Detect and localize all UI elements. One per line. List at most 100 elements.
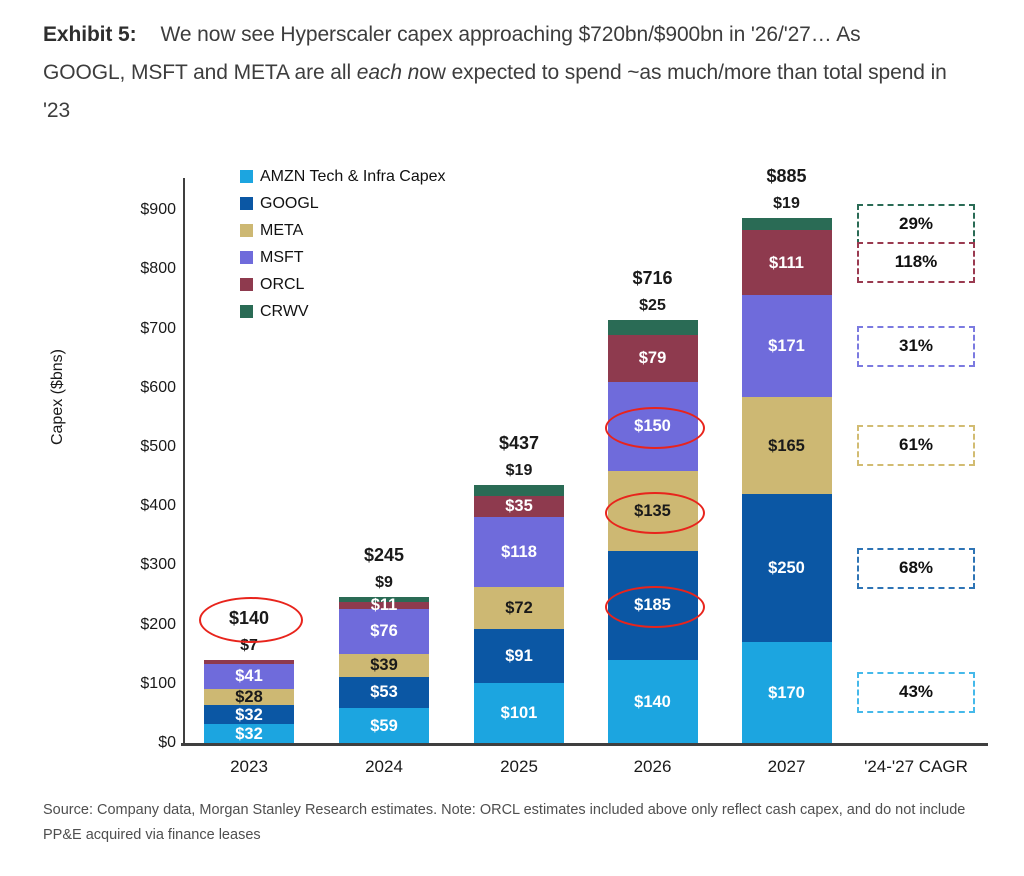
- exhibit-number: Exhibit 5:: [43, 23, 137, 46]
- bar-2023-segment-GOOGL: [204, 705, 294, 725]
- segment-label-2023-META: $28: [235, 687, 263, 706]
- legend-swatch-GOOGL: [240, 197, 253, 210]
- segment-label-2024-GOOGL: $53: [370, 683, 398, 702]
- legend-label-AMZN: AMZN Tech & Infra Capex: [260, 167, 446, 185]
- segment-label-2027-AMZN: $170: [768, 683, 805, 702]
- segment-label-2025-GOOGL: $91: [505, 647, 533, 666]
- y-axis-line: [183, 178, 185, 744]
- legend-item-ORCL: ORCL: [240, 271, 446, 298]
- cagr-box-CRWV: 29%: [857, 203, 975, 245]
- legend-item-AMZN: AMZN Tech & Infra Capex: [240, 163, 446, 190]
- bar-2027-segment-ORCL: [741, 229, 832, 296]
- y-tick-700: $700: [140, 319, 176, 337]
- bar-2026-segment-ORCL: [607, 335, 698, 382]
- bar-2024-segment-AMZN: [339, 708, 429, 743]
- segment-label-2027-GOOGL: $250: [768, 559, 805, 578]
- bar-2025-segment-MSFT: [474, 516, 564, 587]
- legend-swatch-ORCL: [240, 278, 253, 291]
- bar-2023-segment-AMZN: [204, 724, 294, 743]
- bar-2023-segment-ORCL: [204, 660, 294, 665]
- segment-label-2024-AMZN: $59: [370, 716, 398, 735]
- y-tick-500: $500: [140, 438, 176, 455]
- above-bar-label-2024: $9: [375, 573, 393, 591]
- bar-2024-segment-CRWV: [339, 596, 429, 603]
- y-tick-400: $400: [140, 497, 176, 515]
- total-label-2026: $716: [632, 268, 673, 289]
- x-axis-label-2024: 2024: [365, 757, 403, 776]
- legend-item-CRWV: CRWV: [240, 298, 446, 325]
- segment-label-2027-META: $165: [768, 436, 805, 455]
- total-label-2025: $437: [498, 432, 540, 453]
- bar-2027-segment-GOOGL: [741, 494, 832, 643]
- title-text-after: ow expected to spend ~as much/more than …: [43, 61, 947, 122]
- segment-label-2023-MSFT: $41: [235, 667, 263, 686]
- cagr-box-MSFT: 31%: [857, 325, 975, 367]
- bar-2027-segment-CRWV: [741, 218, 832, 230]
- bar-2026-segment-AMZN: [607, 660, 698, 743]
- legend-item-META: META: [240, 217, 446, 244]
- legend-label-CRWV: CRWV: [260, 302, 309, 320]
- total-label-2027: $885: [766, 166, 807, 187]
- bar-2026-segment-CRWV: [607, 320, 698, 336]
- above-bar-label-2027: $19: [773, 195, 800, 213]
- x-axis-label-2025: 2025: [500, 757, 538, 776]
- legend-label-ORCL: ORCL: [260, 275, 305, 293]
- bar-2023-segment-META: [204, 688, 294, 706]
- annotation-ellipse-2026-META: [604, 491, 705, 534]
- segment-label-2024-ORCL: $11: [370, 596, 398, 615]
- annotation-ellipse-2026-GOOGL: [604, 586, 705, 629]
- segment-label-2023-GOOGL: $32: [235, 705, 263, 724]
- bar-2027-segment-MSFT: [741, 295, 832, 397]
- annotation-ellipse-total-2023: [199, 597, 303, 644]
- legend-swatch-MSFT: [240, 251, 253, 264]
- cagr-box-GOOGL: 68%: [857, 547, 975, 589]
- exhibit-title: Exhibit 5: We now see Hyperscaler capex a…: [43, 16, 947, 130]
- segment-label-2025-META: $72: [505, 599, 533, 618]
- y-axis-title: Capex ($bns): [49, 348, 66, 446]
- y-tick-900: $900: [140, 201, 176, 219]
- segment-label-2025-AMZN: $101: [500, 704, 538, 723]
- bar-2024-segment-GOOGL: [339, 676, 429, 709]
- annotation-ellipse-2026-MSFT: [604, 407, 705, 450]
- bar-2025-segment-META: [474, 586, 564, 630]
- above-bar-label-2026: $25: [639, 297, 666, 315]
- bar-2025-segment-GOOGL: [474, 629, 564, 684]
- title-text-before: We now see Hyperscaler capex approaching…: [43, 23, 861, 84]
- x-axis-label-cagr: '24-'27 CAGR: [864, 757, 968, 776]
- bar-2024-segment-META: [339, 653, 429, 677]
- bar-2025-segment-AMZN: [474, 683, 564, 743]
- bar-2027-segment-META: [741, 396, 832, 495]
- segment-label-2025-ORCL: $35: [505, 497, 533, 516]
- legend-swatch-CRWV: [240, 305, 253, 318]
- legend-swatch-META: [240, 224, 253, 237]
- x-axis-label-2026: 2026: [633, 757, 672, 776]
- total-label-2024: $245: [363, 544, 405, 565]
- segment-label-2024-META: $39: [370, 656, 398, 675]
- cagr-box-AMZN: 43%: [857, 672, 975, 714]
- source-note: Source: Company data, Morgan Stanley Res…: [43, 802, 966, 843]
- chart-legend: AMZN Tech & Infra Capex GOOGL META MSFT ORCL…: [240, 163, 446, 325]
- legend-label-GOOGL: GOOGL: [260, 194, 319, 212]
- title-text-italic: each n: [356, 61, 420, 84]
- segment-label-2023-AMZN: $32: [235, 724, 263, 743]
- segment-label-2025-MSFT: $118: [501, 542, 537, 561]
- segment-label-2027-ORCL: $111: [769, 253, 804, 272]
- bar-2024-segment-MSFT: [339, 608, 429, 654]
- segment-label-2026-AMZN: $140: [634, 692, 671, 711]
- y-tick-800: $800: [140, 260, 176, 278]
- bar-2025-segment-ORCL: [474, 496, 564, 517]
- y-tick-0: $0: [158, 734, 176, 751]
- bar-2025-segment-CRWV: [474, 484, 564, 497]
- legend-item-MSFT: MSFT: [240, 244, 446, 271]
- segment-label-2027-MSFT: $171: [768, 337, 805, 356]
- cagr-box-ORCL: 118%: [857, 242, 975, 284]
- bar-2023-segment-MSFT: [204, 664, 294, 689]
- segment-label-2024-MSFT: $76: [370, 622, 398, 641]
- legend-item-GOOGL: GOOGL: [240, 190, 446, 217]
- y-tick-600: $600: [140, 378, 176, 396]
- y-tick-100: $100: [140, 674, 176, 692]
- above-bar-label-2025: $19: [505, 461, 533, 479]
- legend-swatch-AMZN: [240, 170, 253, 183]
- x-axis-label-2027: 2027: [767, 757, 806, 776]
